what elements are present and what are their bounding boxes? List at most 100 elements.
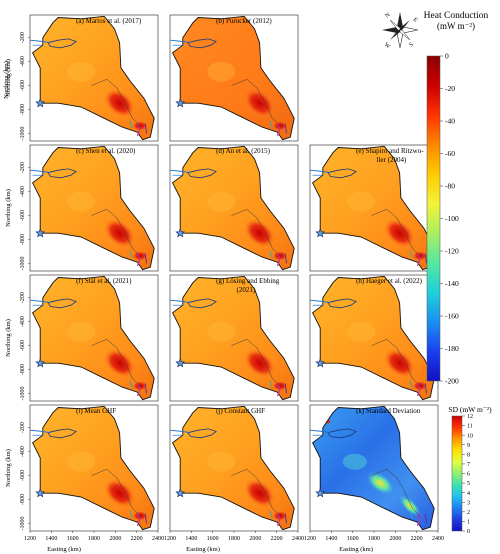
y-tick-label: -200: [20, 32, 26, 43]
boundary-line: [231, 339, 281, 387]
map-panel: (b) Purucker (2012): [169, 14, 299, 142]
coast-feature: [129, 380, 133, 389]
hc-colorbar-tick-label: -140: [445, 279, 459, 288]
sd-colorbar-tick-label: 7: [467, 462, 470, 468]
coast-feature: [284, 383, 287, 394]
y-tick-label: -1000: [20, 126, 26, 140]
panel-label-line2: ller (2004): [377, 156, 407, 164]
x-tick-label: 2000: [249, 536, 261, 542]
station-star-icon: [315, 228, 326, 238]
hc-colorbar-tick-label: -60: [445, 149, 455, 158]
coastline: [32, 145, 155, 271]
coast-feature: [269, 510, 273, 519]
stream-line: [169, 169, 191, 174]
panel-label: (a) Martos et al. (2017): [76, 17, 142, 25]
coast-feature: [136, 253, 141, 267]
coast-feature: [136, 123, 141, 137]
station-star-icon: [175, 228, 186, 238]
map-panel: (c) Shen et al. (2020) -200 -400 -600 -800 -1…: [5, 144, 159, 272]
coast-feature: [416, 383, 421, 397]
stream-line: [169, 429, 191, 434]
x-tick-label: 1400: [325, 536, 337, 542]
coastline: [172, 405, 295, 531]
coastline: [312, 145, 435, 271]
panel-label-line2: (2021): [237, 286, 256, 294]
hc-colorbar-tick-label: -200: [445, 377, 459, 386]
y-axis-title: Northing (km): [3, 61, 10, 99]
lake-outline: [187, 38, 217, 49]
coast-feature: [409, 510, 413, 519]
x-axis-title: Easting (km): [47, 546, 81, 553]
y-tick-label: -400: [20, 446, 26, 457]
sd-colorbar-tick-label: 6: [467, 472, 470, 478]
lake-outline: [47, 298, 77, 309]
hc-colorbar-tick-label: 0: [445, 52, 449, 61]
coast-feature: [416, 253, 421, 267]
hc-colorbar-tick-label: -80: [445, 182, 455, 191]
x-tick-label: 1800: [368, 536, 380, 542]
coastline: [32, 275, 155, 401]
station-star-icon: [175, 98, 186, 108]
coast-feature: [144, 513, 147, 524]
panel-label: (c) Shen et al. (2020): [76, 147, 136, 155]
y-axis-title-label: Northing (km): [5, 189, 12, 227]
sd-colorbar-tick-label: 4: [467, 491, 470, 497]
y-axis-title-label: Northing (km): [5, 59, 12, 97]
coast-feature: [424, 513, 427, 524]
station-star-icon: [35, 98, 46, 108]
lake-outline: [187, 298, 217, 309]
coast-feature: [129, 120, 133, 129]
lake-outline: [327, 428, 357, 439]
boundary-line: [371, 339, 421, 387]
lake-outline: [187, 168, 217, 179]
stream-line: [169, 299, 191, 304]
coast-feature: [276, 253, 281, 267]
coast-feature: [144, 383, 147, 394]
hc-colorbar-tick-label: -20: [445, 84, 455, 93]
panel-label: (j) Constant GHF: [216, 407, 265, 415]
coast-feature: [129, 250, 133, 259]
boundary-line: [91, 79, 141, 127]
boundary-line: [371, 469, 421, 517]
map-panel: (e) Shapiro and Ritzwo-ller (2004): [309, 144, 439, 272]
y-axis-title-label: Northing (km): [5, 449, 12, 487]
x-tick-label: 2000: [109, 536, 121, 542]
sd-colorbar-tick-label: 3: [467, 500, 470, 506]
boundary-line: [231, 469, 281, 517]
lake-outline: [327, 168, 357, 179]
sd-colorbar-tick-label: 11: [467, 424, 473, 430]
coast-feature: [409, 250, 413, 259]
coastline: [172, 15, 295, 141]
coastline: [32, 15, 155, 141]
sd-colorbar-tick-label: 2: [467, 510, 470, 516]
y-tick-label: -400: [20, 186, 26, 197]
coastline: [172, 145, 295, 271]
sd-colorbar-title: SD (mW m⁻²): [448, 405, 492, 414]
coast-feature: [284, 513, 287, 524]
map-panel: (i) Mean GHF -200 -400 -600 -800 -1000 Northin…: [5, 404, 164, 542]
coastline: [172, 275, 295, 401]
x-axis-title-3: Easting (km): [339, 546, 373, 553]
sd-colorbar-tick-label: 12: [467, 414, 473, 420]
station-star-icon: [175, 358, 186, 368]
x-tick-label: 2200: [411, 536, 423, 542]
y-tick-label: -400: [20, 316, 26, 327]
coast-feature: [276, 513, 281, 527]
station-star-icon: [35, 228, 46, 238]
colorbar-gradient: [426, 55, 441, 382]
map-panel: (h) Haeger et al. (2022): [309, 274, 439, 402]
y-axis-title-label: Northing (km): [5, 319, 12, 357]
coast-feature: [416, 513, 421, 527]
x-tick-label: 2000: [389, 536, 401, 542]
map-panel: (k) Standard Deviation 1200 1600 2000 2400 14…: [304, 404, 444, 542]
lake-outline: [187, 428, 217, 439]
panel-label: (b) Purucker (2012): [216, 17, 272, 25]
boundary-line: [91, 209, 141, 257]
coast-feature: [424, 253, 427, 264]
x-tick-label: 2400: [432, 536, 444, 542]
coast-feature: [409, 380, 413, 389]
y-tick-label: -600: [20, 80, 26, 91]
hc-colorbar-tick-label: -100: [445, 214, 459, 223]
y-tick-label: -600: [20, 210, 26, 221]
